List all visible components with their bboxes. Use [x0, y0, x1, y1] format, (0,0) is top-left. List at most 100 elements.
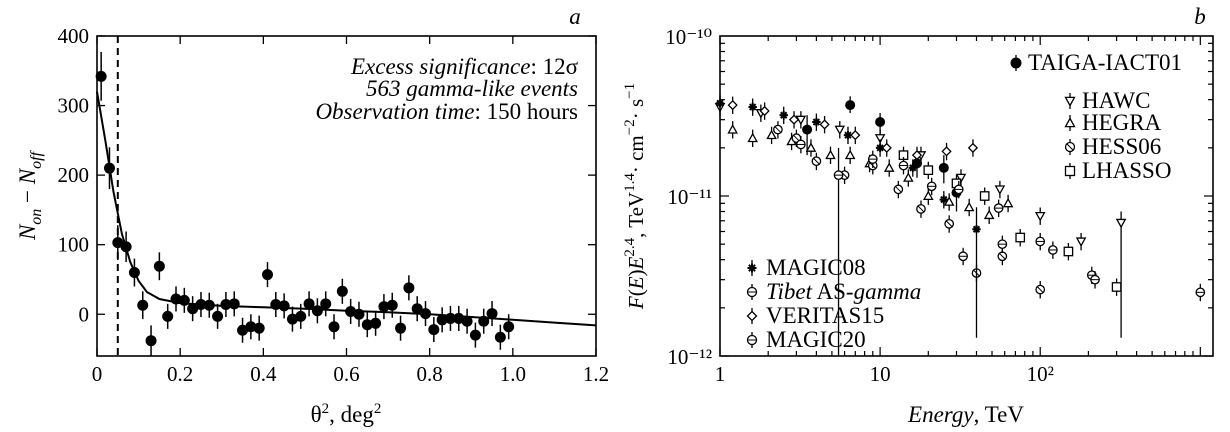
point-marker	[923, 165, 934, 176]
legend-label: HESS06	[1082, 134, 1161, 159]
point-marker-shape	[972, 225, 981, 234]
data-point	[112, 225, 124, 260]
point-marker	[336, 285, 348, 297]
point-marker-shape	[1111, 282, 1122, 292]
data-point	[444, 305, 456, 331]
point-marker-shape	[994, 185, 1006, 195]
point-marker	[1034, 211, 1046, 222]
point-marker	[378, 301, 390, 313]
legend-label: TAIGA-IACT01	[1028, 50, 1182, 75]
point-marker	[1115, 218, 1127, 229]
point-marker	[834, 125, 846, 136]
data-point	[270, 292, 282, 318]
point-marker	[461, 315, 473, 327]
point-marker	[428, 324, 440, 336]
point-marker	[902, 172, 914, 182]
data-point	[378, 294, 390, 320]
point-marker	[1035, 236, 1046, 247]
point-marker	[908, 163, 917, 173]
point-marker	[983, 209, 995, 220]
point-marker	[1063, 246, 1074, 257]
point-marker-shape	[881, 142, 892, 153]
point-marker	[825, 149, 836, 160]
panel-b-ylabel: F(E)E2.4, TeV1.4· cm−2· s−1	[622, 83, 648, 310]
point-marker	[1195, 287, 1206, 298]
data-point	[494, 324, 506, 350]
legend-marker	[1064, 141, 1076, 153]
point-marker	[997, 239, 1008, 250]
legend-marker	[746, 334, 758, 346]
data-point	[170, 286, 182, 312]
point-marker	[1090, 274, 1100, 285]
point-marker	[727, 124, 738, 134]
point-marker-shape	[938, 162, 949, 173]
point-marker-shape	[941, 146, 952, 157]
legend-entry: HEGRA	[1064, 110, 1162, 135]
legend-entry: Tibet AS-gamma	[746, 279, 921, 304]
panel-b-xlabel: Energy, TeV	[907, 402, 1024, 427]
point-marker	[796, 139, 806, 150]
y-tick-label: 10⁻¹¹	[667, 185, 712, 209]
point-marker-shape	[819, 119, 830, 130]
point-marker	[1048, 245, 1058, 255]
point-marker	[958, 251, 968, 262]
data-point	[411, 296, 423, 322]
legend-entry: HESS06	[1064, 134, 1161, 159]
point-marker	[386, 299, 398, 311]
point-marker	[850, 130, 861, 141]
panel-b-label: b	[1194, 4, 1206, 29]
y-tick-label: 0	[79, 302, 90, 326]
legend-marker-cross	[1066, 143, 1074, 151]
point-marker	[805, 142, 817, 152]
point-marker-shape	[875, 143, 885, 153]
point-marker	[303, 298, 315, 310]
point-marker	[875, 117, 886, 128]
point-marker	[819, 119, 830, 130]
point-marker	[128, 267, 140, 279]
series-magic20	[796, 135, 1100, 356]
point-marker-shape	[812, 117, 821, 127]
point-marker	[867, 154, 878, 164]
point-marker-shape	[875, 117, 886, 128]
point-marker	[943, 196, 955, 206]
data-point	[428, 317, 440, 343]
point-marker-shape	[979, 191, 990, 201]
data-point	[195, 292, 207, 318]
point-marker	[361, 319, 373, 331]
legend-marker-shape	[746, 310, 758, 322]
legend-marker	[1064, 96, 1076, 107]
point-marker	[779, 110, 788, 120]
annotation-line-2: 563 gamma-like events	[366, 76, 578, 101]
point-marker	[874, 134, 886, 144]
point-marker-shape	[715, 99, 725, 108]
panel-a-label: a	[569, 4, 581, 29]
panel-b-points	[714, 94, 1206, 356]
point-marker-shape	[943, 196, 955, 206]
point-marker	[938, 162, 949, 173]
point-marker-shape	[963, 201, 975, 212]
point-marker	[403, 282, 415, 294]
point-marker	[759, 105, 770, 117]
point-marker-shape	[939, 195, 949, 204]
point-marker	[328, 321, 340, 333]
point-marker	[953, 184, 964, 195]
point-marker	[444, 312, 456, 324]
y-tick-label: 100	[58, 233, 90, 257]
legend-entry: MAGIC20	[746, 327, 866, 352]
data-point	[345, 298, 357, 324]
point-marker-shape	[779, 110, 788, 120]
point-marker	[941, 146, 952, 157]
x-tick-label: 0.6	[333, 362, 359, 386]
point-marker-cross	[945, 220, 953, 228]
point-marker-shape	[908, 163, 917, 173]
legend-marker	[747, 263, 757, 273]
point-marker-shape	[805, 142, 817, 152]
data-point	[162, 303, 174, 329]
point-marker-shape	[923, 165, 934, 176]
point-marker	[162, 310, 174, 322]
data-point	[503, 314, 515, 340]
data-point	[128, 258, 140, 287]
point-marker-shape	[843, 130, 853, 140]
point-marker	[923, 190, 934, 201]
